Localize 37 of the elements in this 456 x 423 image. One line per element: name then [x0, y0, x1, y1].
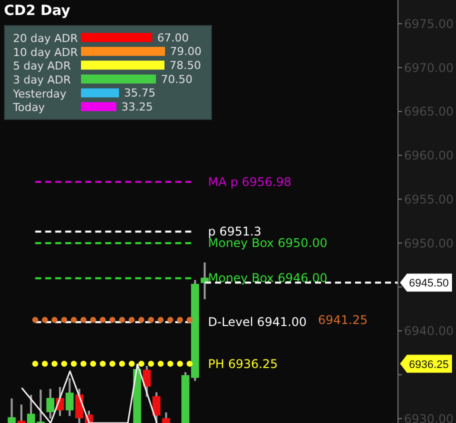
candlestick [17, 404, 26, 423]
candlestick [200, 261, 209, 300]
data-label: 70.50 [160, 72, 192, 86]
ref-line-label: Money Box 6950.00 [208, 236, 328, 250]
ref-line-label: D-Level 6941.00 [208, 315, 307, 330]
bar [81, 60, 164, 70]
bar [81, 33, 152, 42]
chart-title: CD2 Day [4, 3, 70, 19]
bar [81, 102, 116, 112]
ref-line-label: p 6951.3 [208, 224, 262, 239]
ref-line-label: PH 6936.25 [208, 356, 278, 371]
y-tick-label: 3 day ADR [13, 73, 72, 86]
line-series [20, 363, 158, 423]
candlestick [162, 411, 170, 423]
candlestick [46, 388, 54, 420]
candlestick [66, 377, 74, 417]
data-label: 67.00 [157, 31, 189, 44]
text: 6945.50 [409, 278, 449, 290]
candlestick [142, 364, 151, 398]
bar [81, 88, 120, 98]
y-tick-label: 20 day ADR [13, 32, 78, 45]
candlestick [8, 397, 16, 423]
candlestick [152, 391, 160, 423]
y-tick-label: Yesterday [12, 87, 67, 100]
ref-line-label: Money Box 6946.00 [208, 271, 328, 286]
data-label: 78.50 [169, 59, 201, 72]
data-label: 33.25 [121, 100, 153, 114]
data-label: 79.00 [170, 45, 202, 58]
text: 6936.25 [409, 358, 449, 371]
bar [81, 46, 165, 56]
ref-line-label: 6941.25 [318, 312, 368, 327]
data-label: 35.75 [124, 86, 156, 100]
y-tick-label: 5 day ADR [13, 60, 72, 73]
ref-line-label: MA p 6956.98 [208, 174, 292, 189]
y-tick-label: Today [12, 101, 46, 114]
bar [81, 74, 156, 84]
y-tick-label: 10 day ADR [13, 46, 78, 59]
